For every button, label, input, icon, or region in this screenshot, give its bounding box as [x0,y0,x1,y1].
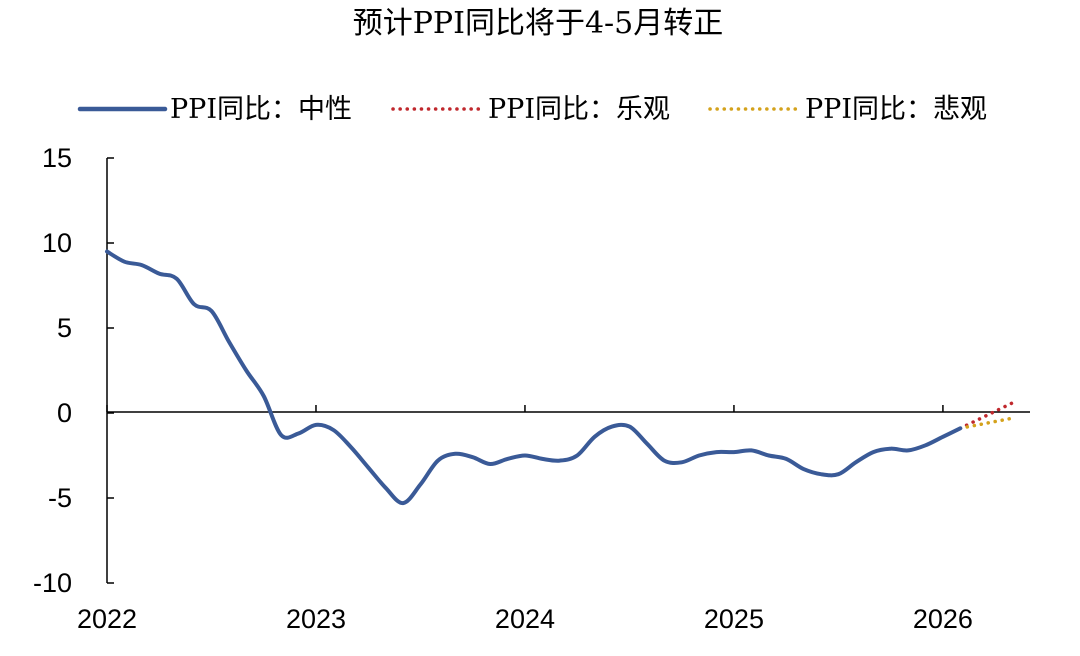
chart-title: 预计PPI同比将于4-5月转正 [353,6,724,41]
x-tick-label: 2026 [913,604,973,634]
y-ticks: 15 10 5 0 -5 -10 [33,143,114,598]
y-tick-label: 0 [57,398,72,428]
y-tick-label: 10 [42,228,72,258]
legend: PPI同比：中性 PPI同比：乐观 PPI同比：悲观 [77,94,987,125]
legend-label-optimistic: PPI同比：乐观 [488,94,670,125]
series-line-pessimistic [958,416,1015,431]
series-line-neutral [105,249,963,506]
y-tick-label: -5 [48,483,72,513]
series-layer [105,249,1015,506]
x-tick-label: 2022 [77,604,137,634]
y-tick-label: 15 [42,143,72,173]
axes [106,158,1030,583]
legend-label-neutral: PPI同比：中性 [170,94,352,125]
legend-label-pessimistic: PPI同比：悲观 [805,94,987,125]
y-tick-label: 5 [57,313,72,343]
x-tick-label: 2023 [286,604,346,634]
x-tick-label: 2024 [495,604,555,634]
series-line-optimistic [958,401,1015,431]
y-tick-label: -10 [33,568,72,598]
x-ticks: 2022 2023 2024 2025 2026 [77,405,973,634]
x-tick-label: 2025 [704,604,764,634]
